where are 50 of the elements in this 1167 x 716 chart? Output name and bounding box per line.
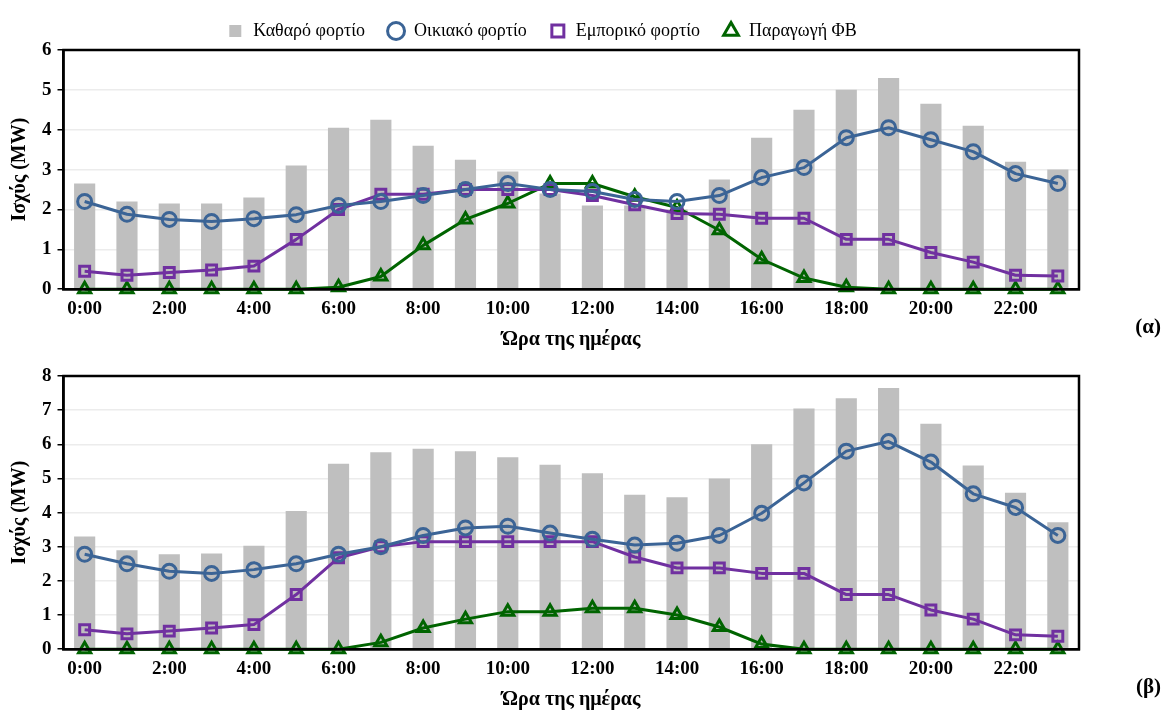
y-tick-label: 0 [42,637,52,659]
x-axis-title: Ώρα της ημέρας [500,687,642,711]
y-axis-title: Ισχύς (MW) [7,460,31,565]
x-tick-label: 2:00 [151,656,187,678]
y-tick-label: 3 [42,534,52,556]
x-tick-label: 18:00 [824,656,869,678]
x-tick-label: 2:00 [151,296,187,318]
y-tick-label: 5 [42,77,52,99]
x-tick-label: 20:00 [908,296,954,318]
x-tick-label: 0:00 [67,296,103,318]
text: (α) [1135,313,1161,338]
y-tick-label: 8 [42,363,52,385]
x-tick-label: 4:00 [236,656,272,678]
legend-label: Εμπορικό φορτίο [575,19,701,40]
text: (β) [1135,673,1161,698]
x-tick-label: 20:00 [908,656,954,678]
x-tick-label: 6:00 [321,296,356,318]
x-tick-label: 8:00 [405,296,441,318]
y-tick-label: 2 [42,197,52,219]
x-tick-label: 16:00 [739,296,784,318]
x-tick-label: 22:00 [993,656,1038,678]
y-tick-label: 4 [42,117,52,139]
y-tick-label: 0 [42,277,52,299]
x-tick-label: 12:00 [570,296,615,318]
y-tick-label: 5 [42,466,52,488]
x-tick-label: 8:00 [405,656,441,678]
x-axis-title: Ώρα της ημέρας [500,327,642,351]
x-tick-label: 14:00 [654,296,700,318]
y-tick-label: 3 [42,157,52,179]
y-tick-label: 1 [42,602,52,624]
x-tick-label: 4:00 [236,296,272,318]
y-tick-label: 6 [42,432,52,454]
legend-label: Οικιακό φορτίο [414,19,527,40]
y-tick-label: 4 [42,500,52,522]
y-tick-label: 6 [42,37,52,59]
x-tick-label: 22:00 [993,296,1038,318]
x-tick-label: 10:00 [485,656,530,678]
x-tick-label: 18:00 [824,296,869,318]
x-tick-label: 6:00 [321,656,356,678]
legend-label: Καθαρό φορτίο [253,19,366,40]
x-tick-label: 10:00 [485,296,530,318]
y-tick-label: 7 [42,398,52,420]
x-tick-label: 0:00 [67,656,103,678]
y-tick-label: 2 [42,568,52,590]
x-tick-label: 14:00 [654,656,700,678]
y-tick-label: 1 [42,237,52,259]
x-tick-label: 12:00 [570,656,615,678]
y-axis-title: Ισχύς (MW) [7,117,31,222]
legend-label: Παραγωγή ΦΒ [749,19,857,40]
x-tick-label: 16:00 [739,656,784,678]
